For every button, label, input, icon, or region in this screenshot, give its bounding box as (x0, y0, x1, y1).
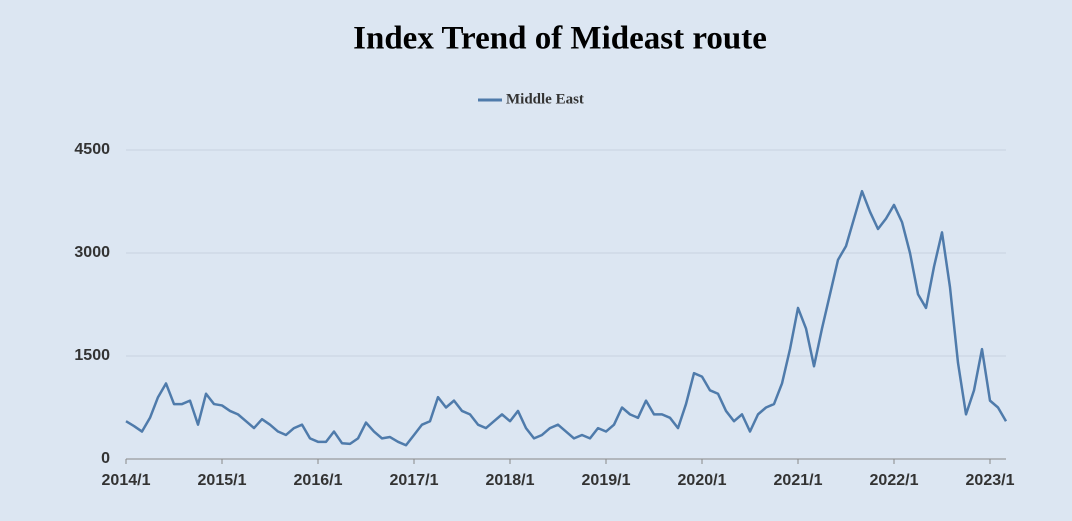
x-tick-label: 2014/1 (102, 472, 151, 489)
chart-title: Index Trend of Mideast route (353, 21, 767, 57)
data-line (125, 189, 1008, 447)
x-tick-label: 2017/1 (390, 472, 439, 489)
x-tick-label: 2022/1 (870, 472, 919, 489)
y-tick-label: 0 (101, 450, 110, 467)
x-tick-label: 2016/1 (294, 472, 343, 489)
y-tick-label: 4500 (74, 141, 110, 158)
x-tick-label: 2018/1 (486, 472, 535, 489)
x-tick-label: 2019/1 (582, 472, 631, 489)
y-tick-label: 1500 (74, 347, 110, 364)
x-tick-label: 2021/1 (774, 472, 823, 489)
legend-label: Middle East (506, 91, 584, 107)
x-tick-label: 2020/1 (678, 472, 727, 489)
x-tick-label: 2015/1 (198, 472, 247, 489)
x-tick-label: 2023/1 (966, 472, 1015, 489)
y-tick-label: 3000 (74, 244, 110, 261)
